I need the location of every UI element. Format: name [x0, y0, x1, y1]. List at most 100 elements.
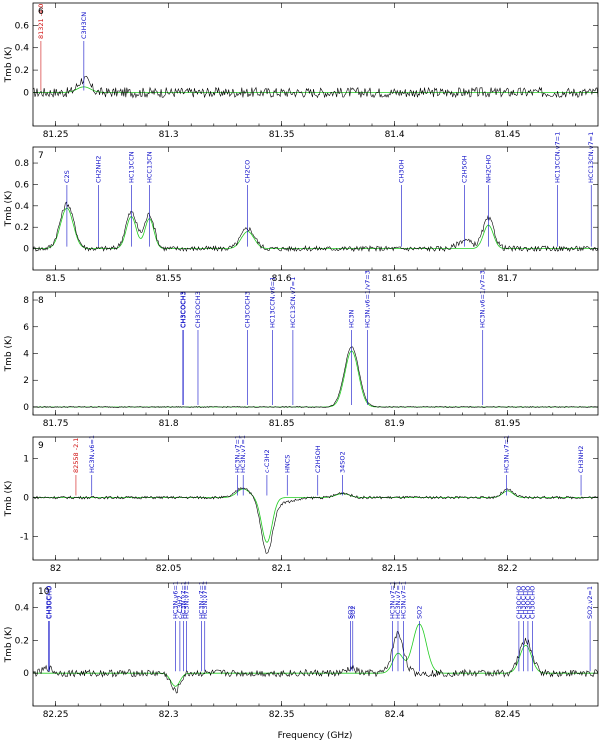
- panel-number-8: 8: [38, 296, 44, 306]
- panel-frame-7: [32, 146, 599, 271]
- y-tick-label-8-2: 4: [23, 350, 29, 360]
- line-label-10-11: HC3N,v7=1: [394, 581, 402, 619]
- observed-spectrum-7: [32, 201, 599, 253]
- x-tick-label-8-3: 81.9: [385, 419, 405, 429]
- x-tick-label-6-0: 81.25: [43, 130, 69, 140]
- line-label-10-16: CH3OCHO: [524, 586, 532, 619]
- line-label-10-7: HC3N,v7=1: [201, 581, 209, 619]
- line-label-8-2: CH3COCH3: [194, 291, 202, 328]
- line-label-10-9: SO2: [349, 606, 357, 619]
- x-tick-label-7-3: 81.65: [382, 274, 408, 284]
- x-tick-label-8-1: 81.8: [159, 419, 179, 429]
- x-tick-label-6-3: 81.4: [385, 130, 405, 140]
- line-label-10-14: CH3OCHO: [515, 586, 523, 619]
- x-tick-label-9-2: 82.1: [272, 564, 292, 574]
- x-tick-label-6-1: 81.3: [159, 130, 179, 140]
- line-label-10-15: CH3OCHO: [519, 586, 527, 619]
- line-label-7-5: CH3OH: [397, 159, 405, 183]
- observed-spectrum-8: [32, 346, 599, 408]
- x-tick-label-10-4: 82.45: [495, 710, 521, 720]
- line-label-9-5: HNCS: [283, 455, 291, 473]
- x-tick-label-9-3: 82.15: [382, 564, 408, 574]
- y-tick-label-6-0: 0: [23, 88, 29, 98]
- line-label-9-1: HC3N,v6=1: [88, 435, 96, 473]
- line-label-7-3: HCC13CN: [145, 151, 153, 183]
- line-label-8-7: HC3N,v6=1/v7=3: [363, 270, 371, 328]
- x-tick-label-6-4: 81.45: [495, 130, 521, 140]
- x-tick-label-10-2: 82.35: [269, 710, 295, 720]
- line-label-9-9: CH3NH2: [577, 446, 585, 473]
- line-label-7-9: HCC13CN,v7=1: [587, 132, 595, 183]
- panel-number-7: 7: [38, 151, 44, 161]
- observed-spectrum-6: [32, 75, 599, 99]
- line-label-7-2: HC13CCN: [127, 151, 135, 183]
- y-tick-label-7-0: 0: [23, 245, 29, 255]
- x-tick-label-9-4: 82.2: [498, 564, 518, 574]
- y-tick-label-8-0: 0: [23, 403, 29, 413]
- y-tick-label-8-3: 6: [23, 323, 29, 333]
- line-label-10-17: CH3OCHO: [528, 586, 536, 619]
- x-tick-label-9-1: 82.05: [156, 564, 182, 574]
- y-tick-label-8-4: 8: [23, 296, 29, 306]
- line-label-8-8: HC3N,v6=1/v7=3: [479, 270, 487, 328]
- x-tick-label-8-4: 81.95: [495, 419, 521, 429]
- y-tick-label-7-4: 0.8: [15, 159, 30, 169]
- y-axis-title-10: Tmb (K): [4, 627, 14, 664]
- y-tick-label-8-1: 2: [23, 376, 29, 386]
- line-label-10-3: c-C3H2: [176, 595, 184, 619]
- line-label-8-5: HCC13CN,v7=1: [289, 277, 297, 328]
- line-label-9-3: HC3N,v7=1: [239, 435, 247, 473]
- line-label-10-8: SO2: [347, 606, 355, 619]
- y-axis-title-6: Tmb (K): [4, 47, 14, 84]
- line-label-9-2: HC3N,v7=1: [234, 435, 242, 473]
- x-axis-title: Frequency (GHz): [278, 731, 353, 741]
- line-label-8-0: CH3COCH3: [179, 291, 187, 328]
- panel-frame-9: [32, 436, 599, 561]
- line-label-7-8: HC13CCN,v7=1: [553, 132, 561, 183]
- panel-6: 81321 -4.0 C3H3CN 81.25 81.3 81.35 81.4 81.45 0…: [4, 2, 599, 140]
- line-label-7-1: CH2NH2: [95, 156, 103, 183]
- y-tick-label-6-3: 0.6: [15, 21, 30, 31]
- y-axis-title-9: Tmb (K): [4, 481, 14, 518]
- line-label-10-18: SO2,v2=1: [586, 586, 594, 619]
- line-label-10-6: HC3N,v7=1: [197, 581, 205, 619]
- line-label-9-7: 34SO2: [339, 451, 347, 473]
- y-tick-label-6-1: 0.2: [15, 66, 29, 76]
- y-tick-label-9-1: 0: [23, 494, 29, 504]
- line-label-7-0: C2S: [63, 170, 71, 183]
- y-tick-label-10-2: 0.4: [15, 604, 30, 614]
- y-tick-label-6-2: 0.4: [15, 44, 30, 54]
- model-spectrum-9: [33, 488, 598, 543]
- y-tick-label-7-2: 0.4: [15, 202, 30, 212]
- x-tick-label-8-2: 81.85: [269, 419, 295, 429]
- x-tick-label-7-1: 81.55: [156, 274, 182, 284]
- y-axis-title-7: Tmb (K): [4, 191, 14, 228]
- panel-frame-10: [32, 582, 599, 707]
- line-label-10-2: HC3N,v6=1: [171, 581, 179, 619]
- line-label-7-6: C2H5OH: [461, 155, 469, 183]
- spectrum-panels: 81321 -4.0 C3H3CN 81.25 81.3 81.35 81.4 81.45 0…: [4, 2, 599, 720]
- x-tick-label-9-0: 82: [50, 564, 61, 574]
- line-label-8-6: HC3N: [348, 309, 356, 328]
- panel-number-10: 10: [38, 587, 50, 597]
- x-tick-label-8-0: 81.75: [43, 419, 69, 429]
- line-label-8-1: CH3COCH3: [179, 291, 187, 328]
- y-tick-label-10-1: 0.2: [15, 636, 29, 646]
- line-label-7-7: NH2CHO: [484, 155, 492, 183]
- line-label-10-10: HC3N,v7=1: [388, 581, 396, 619]
- line-label-9-6: C2H5OH: [314, 445, 322, 473]
- line-label-10-12: HC3N,v7=1: [400, 581, 408, 619]
- line-label-10-4: HC3N,v7=1: [179, 581, 187, 619]
- x-tick-label-7-2: 81.6: [272, 274, 292, 284]
- line-label-8-3: CH3COCH3: [244, 291, 252, 328]
- y-axis-title-8: Tmb (K): [4, 336, 14, 373]
- line-label-10-1: CH3OCHO: [45, 586, 53, 619]
- observed-spectrum-9: [32, 487, 599, 554]
- line-label-10-5: HC3N,v7=1: [183, 581, 191, 619]
- x-tick-label-7-4: 81.7: [498, 274, 518, 284]
- line-label-6-0: 81321 -4.0: [37, 4, 45, 39]
- x-tick-label-10-1: 82.3: [159, 710, 179, 720]
- panel-frame-8: [32, 291, 599, 416]
